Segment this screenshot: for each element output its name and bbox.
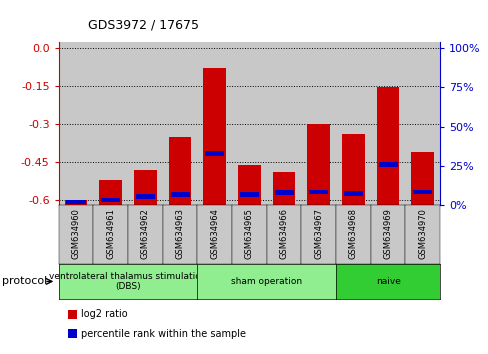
- Text: GSM634970: GSM634970: [417, 208, 427, 259]
- Bar: [405, 42, 439, 205]
- Bar: [134, 170, 156, 205]
- Bar: [343, 191, 362, 196]
- Text: protocol: protocol: [2, 276, 48, 286]
- Text: sham operation: sham operation: [231, 277, 302, 286]
- Bar: [301, 42, 335, 205]
- Text: GSM634968: GSM634968: [348, 208, 357, 259]
- Bar: [163, 42, 197, 205]
- Bar: [274, 190, 293, 195]
- Bar: [412, 190, 431, 194]
- Bar: [197, 42, 232, 205]
- Bar: [378, 162, 397, 167]
- Bar: [203, 68, 225, 205]
- Text: GSM634963: GSM634963: [175, 208, 184, 259]
- Text: GSM634969: GSM634969: [383, 208, 392, 259]
- Bar: [59, 42, 93, 205]
- Text: GSM634965: GSM634965: [244, 208, 253, 259]
- Bar: [266, 42, 301, 205]
- Bar: [307, 124, 329, 205]
- Text: log2 ratio: log2 ratio: [81, 309, 127, 319]
- Bar: [370, 42, 405, 205]
- Bar: [64, 200, 87, 205]
- Text: percentile rank within the sample: percentile rank within the sample: [81, 329, 245, 339]
- Text: GSM634960: GSM634960: [71, 208, 81, 259]
- Text: GSM634964: GSM634964: [210, 208, 219, 259]
- Text: GSM634966: GSM634966: [279, 208, 288, 259]
- Text: GDS3972 / 17675: GDS3972 / 17675: [88, 19, 199, 32]
- Text: ventrolateral thalamus stimulation
(DBS): ventrolateral thalamus stimulation (DBS): [49, 272, 206, 291]
- Bar: [342, 134, 364, 205]
- Bar: [335, 42, 370, 205]
- Bar: [308, 190, 327, 194]
- Bar: [232, 42, 266, 205]
- Bar: [205, 151, 224, 156]
- Bar: [66, 200, 85, 205]
- Bar: [99, 180, 122, 205]
- Text: naive: naive: [375, 277, 400, 286]
- Text: GSM634961: GSM634961: [106, 208, 115, 259]
- Text: GSM634962: GSM634962: [141, 208, 149, 259]
- Text: GSM634967: GSM634967: [314, 208, 323, 259]
- Bar: [136, 194, 155, 199]
- Bar: [101, 198, 120, 202]
- Bar: [168, 137, 191, 205]
- Bar: [93, 42, 128, 205]
- Bar: [376, 87, 399, 205]
- Bar: [272, 172, 295, 205]
- Bar: [170, 192, 189, 196]
- Bar: [128, 42, 163, 205]
- Bar: [238, 165, 260, 205]
- Bar: [411, 152, 433, 205]
- Bar: [239, 192, 259, 196]
